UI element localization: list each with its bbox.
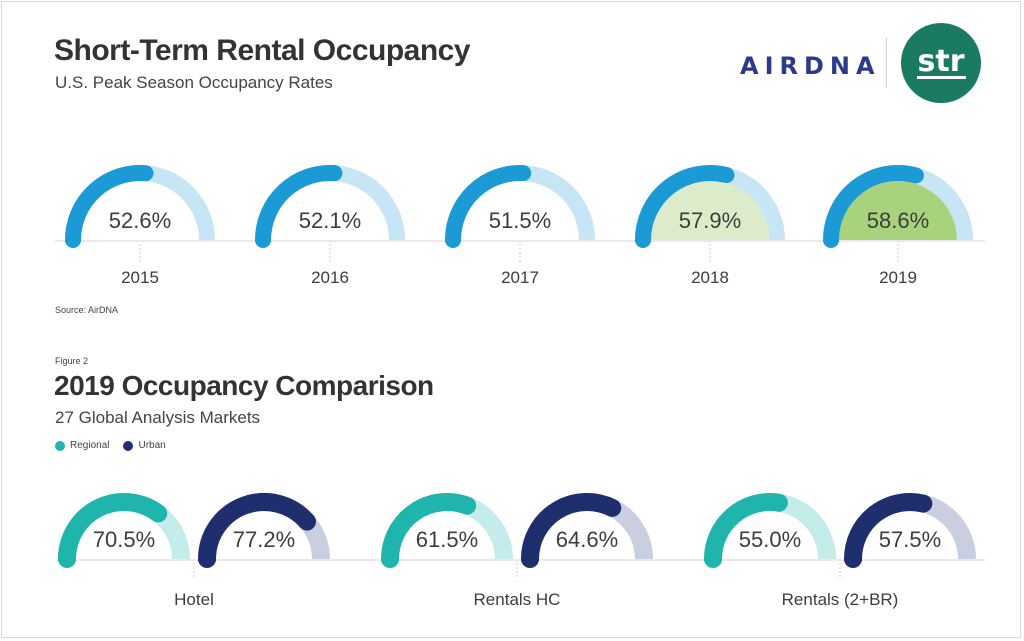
gauge-2019-cap bbox=[823, 239, 839, 242]
figure2-title: 2019 Occupancy Comparison bbox=[54, 370, 434, 401]
gauge-regional-hotel-value-label: 70.5% bbox=[93, 527, 155, 552]
gauge-2015-value-arc bbox=[65, 165, 154, 248]
legend-swatch-urban bbox=[123, 440, 134, 451]
legend-swatch-regional bbox=[55, 440, 65, 451]
category-label-rentals-2-br: Rentals (2+BR) bbox=[782, 590, 899, 609]
chart-title: Short-Term Rental Occupancy bbox=[54, 34, 471, 67]
year-label-2019: 2019 bbox=[879, 268, 917, 287]
gauge-regional-rentals-hc-value-arc bbox=[381, 493, 477, 568]
year-label-2015: 2015 bbox=[121, 268, 159, 287]
gauge-urban-rentals-2-br-cap bbox=[844, 558, 862, 561]
str-logo-text: str bbox=[916, 43, 966, 79]
gauge-urban-rentals-2-br-value-arc bbox=[844, 493, 933, 568]
category-label-hotel: Hotel bbox=[174, 590, 214, 609]
gauge-urban-rentals-hc-cap bbox=[521, 558, 539, 561]
gauge-2018-value-label: 57.9% bbox=[679, 208, 741, 233]
gauge-regional-rentals-2-br-cap bbox=[704, 558, 722, 561]
gauge-2017-value-arc bbox=[445, 165, 532, 248]
year-label-2016: 2016 bbox=[311, 268, 349, 287]
legend: Regional Urban bbox=[55, 440, 166, 451]
gauge-regional-hotel-cap bbox=[58, 558, 76, 561]
gauge-2019-fill bbox=[839, 181, 957, 240]
gauge-2016-cap bbox=[255, 239, 271, 242]
figure2-subtitle: 27 Global Analysis Markets bbox=[55, 408, 261, 427]
gauge-regional-rentals-hc-cap bbox=[381, 558, 399, 561]
gauge-2018-fill bbox=[651, 181, 769, 240]
gauge-2018-cap bbox=[635, 239, 651, 242]
figure-label: Figure 2 bbox=[55, 356, 89, 366]
gauge-urban-rentals-2-br-value-label: 57.5% bbox=[879, 527, 941, 552]
gauge-regional-rentals-2-br-value-arc bbox=[704, 493, 788, 568]
legend-item-urban: Urban bbox=[123, 440, 166, 451]
gauge-regional-hotel-value-arc bbox=[58, 493, 168, 568]
legend-item-regional: Regional bbox=[55, 440, 109, 451]
legend-label-regional: Regional bbox=[70, 440, 110, 451]
chart-subtitle: U.S. Peak Season Occupancy Rates bbox=[55, 73, 333, 92]
gauge-2016-value-arc bbox=[255, 165, 343, 248]
str-logo: str bbox=[901, 23, 981, 103]
gauge-2019-value-arc bbox=[823, 165, 924, 248]
gauge-urban-hotel-value-arc bbox=[198, 493, 316, 568]
gauge-2015-value-label: 52.6% bbox=[109, 208, 171, 233]
gauge-urban-hotel-cap bbox=[198, 558, 216, 561]
gauge-2016-value-label: 52.1% bbox=[299, 208, 361, 233]
gauge-2017-cap bbox=[445, 239, 461, 242]
gauge-2018-value-arc bbox=[635, 165, 735, 248]
gauge-regional-rentals-hc-value-label: 61.5% bbox=[416, 527, 478, 552]
gauge-2015-cap bbox=[65, 239, 81, 242]
category-label-rentals-hc: Rentals HC bbox=[474, 590, 561, 609]
source-note: Source: AirDNA bbox=[55, 305, 119, 315]
logo-divider bbox=[886, 38, 887, 88]
legend-label-urban: Urban bbox=[138, 440, 166, 451]
gauge-2017-value-label: 51.5% bbox=[489, 208, 551, 233]
gauge-regional-rentals-2-br-value-label: 55.0% bbox=[739, 527, 801, 552]
year-label-2018: 2018 bbox=[691, 268, 729, 287]
gauge-2019-value-label: 58.6% bbox=[867, 208, 929, 233]
airdna-logo: AIRDNA bbox=[740, 52, 881, 80]
year-label-2017: 2017 bbox=[501, 268, 539, 287]
gauge-urban-rentals-hc-value-label: 64.6% bbox=[556, 527, 618, 552]
gauge-urban-hotel-value-label: 77.2% bbox=[233, 527, 295, 552]
gauge-urban-rentals-hc-value-arc bbox=[521, 493, 622, 568]
